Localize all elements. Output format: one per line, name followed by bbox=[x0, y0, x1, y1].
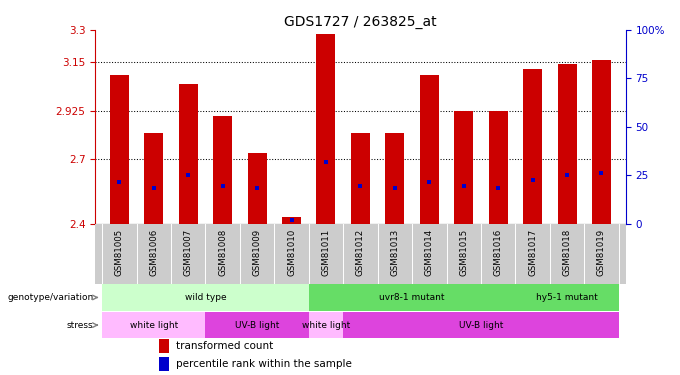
Bar bbox=[343, 312, 619, 338]
Bar bbox=[144, 133, 163, 224]
Bar bbox=[102, 312, 205, 338]
Bar bbox=[316, 34, 335, 224]
Bar bbox=[159, 357, 169, 371]
Text: white light: white light bbox=[302, 321, 350, 330]
Text: UV-B light: UV-B light bbox=[459, 321, 503, 330]
Bar bbox=[309, 284, 515, 311]
Bar bbox=[454, 111, 473, 224]
Text: GSM81006: GSM81006 bbox=[149, 228, 158, 276]
Bar bbox=[386, 133, 405, 224]
Text: GSM81013: GSM81013 bbox=[390, 228, 399, 276]
Bar bbox=[523, 69, 542, 224]
Text: GSM81012: GSM81012 bbox=[356, 228, 365, 276]
Bar bbox=[205, 312, 309, 338]
Text: UV-B light: UV-B light bbox=[235, 321, 279, 330]
Text: GSM81009: GSM81009 bbox=[252, 228, 262, 276]
Text: GSM81015: GSM81015 bbox=[459, 228, 469, 276]
Text: GSM81005: GSM81005 bbox=[115, 228, 124, 276]
Text: GSM81018: GSM81018 bbox=[562, 228, 572, 276]
Text: stress: stress bbox=[67, 321, 93, 330]
Title: GDS1727 / 263825_at: GDS1727 / 263825_at bbox=[284, 15, 437, 29]
Bar bbox=[351, 133, 370, 224]
Bar bbox=[592, 60, 611, 223]
Text: percentile rank within the sample: percentile rank within the sample bbox=[176, 359, 352, 369]
Bar bbox=[558, 64, 577, 224]
Text: GSM81016: GSM81016 bbox=[494, 228, 503, 276]
Bar bbox=[515, 284, 619, 311]
Text: GSM81019: GSM81019 bbox=[597, 228, 606, 276]
Bar bbox=[102, 284, 309, 311]
Bar bbox=[213, 116, 232, 224]
Text: uvr8-1 mutant: uvr8-1 mutant bbox=[379, 293, 445, 302]
Text: GSM81011: GSM81011 bbox=[322, 228, 330, 276]
Text: genotype/variation: genotype/variation bbox=[7, 293, 93, 302]
Text: wild type: wild type bbox=[184, 293, 226, 302]
Bar bbox=[489, 111, 508, 224]
Bar bbox=[110, 75, 129, 224]
Bar bbox=[309, 312, 343, 338]
Bar bbox=[179, 84, 198, 224]
Text: white light: white light bbox=[130, 321, 178, 330]
Text: GSM81014: GSM81014 bbox=[425, 228, 434, 276]
Text: GSM81008: GSM81008 bbox=[218, 228, 227, 276]
Text: GSM81017: GSM81017 bbox=[528, 228, 537, 276]
Text: hy5-1 mutant: hy5-1 mutant bbox=[536, 293, 598, 302]
Bar bbox=[420, 75, 439, 224]
Text: GSM81007: GSM81007 bbox=[184, 228, 192, 276]
Bar bbox=[282, 217, 301, 223]
Bar bbox=[248, 153, 267, 224]
Text: GSM81010: GSM81010 bbox=[287, 228, 296, 276]
Bar bbox=[159, 339, 169, 353]
Text: transformed count: transformed count bbox=[176, 341, 273, 351]
